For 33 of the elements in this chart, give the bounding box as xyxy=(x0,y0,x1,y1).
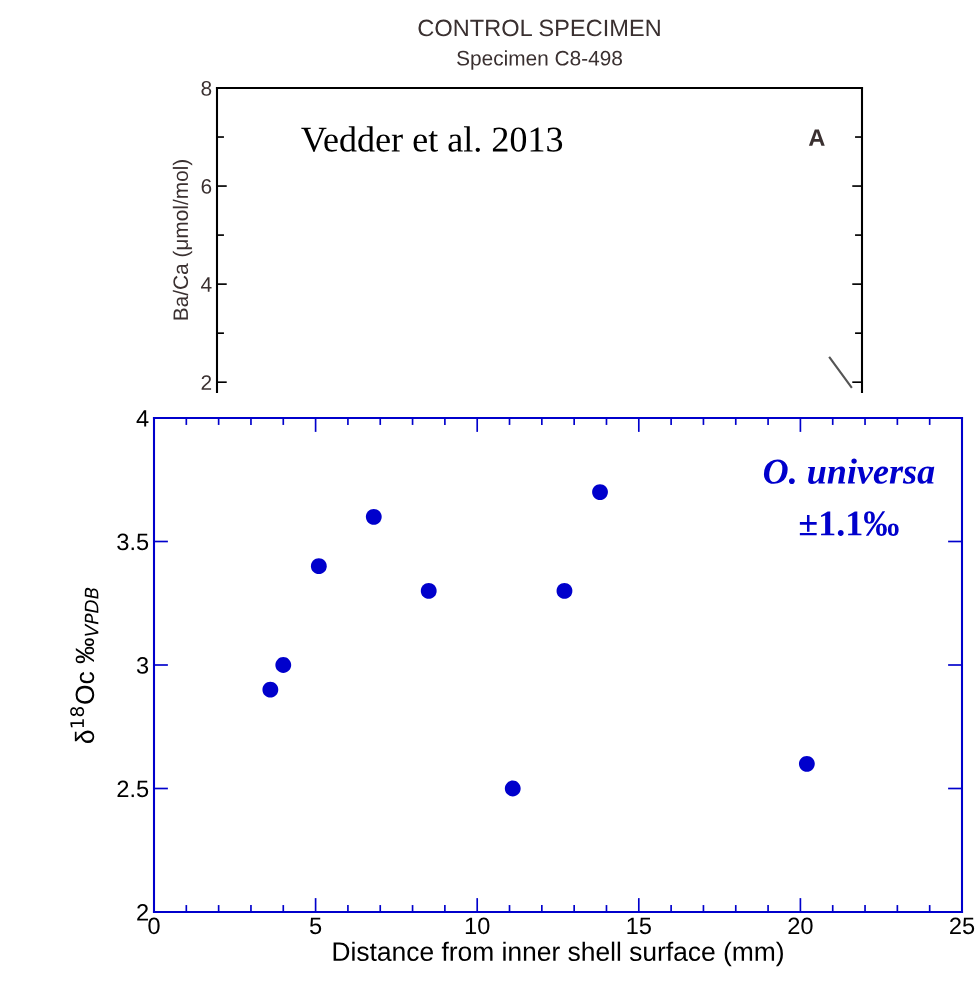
y-tick-label: 4 xyxy=(136,410,149,427)
y-tick-label: 2 xyxy=(201,375,212,390)
y-tick-label: 8 xyxy=(201,81,212,96)
annotation: ±1.1‰ xyxy=(799,511,899,536)
point xyxy=(262,681,279,698)
x-tick-label: 0 xyxy=(148,917,160,935)
y-tick-label: 2 xyxy=(137,904,148,921)
point xyxy=(592,484,608,501)
y-tick-label: 2.5 xyxy=(117,780,149,798)
annotation: Vedder et al. 2013 xyxy=(301,126,563,152)
chart-subtitle: Specimen C8-498 xyxy=(457,50,622,70)
annotation: A xyxy=(808,129,825,146)
point xyxy=(310,558,327,575)
x-tick-label: 10 xyxy=(465,917,490,935)
annotation: O. universa xyxy=(763,458,935,485)
point xyxy=(556,582,573,599)
point xyxy=(275,657,292,673)
y-axis-title: δ$^{18}$Oc ‰$_{VPDB}$ xyxy=(70,587,99,744)
y-tick-label: 6 xyxy=(201,179,212,194)
y-axis-title: Ba/Ca (μmol/mol) xyxy=(172,160,193,320)
point xyxy=(365,508,382,525)
y-tick-label: 3 xyxy=(136,657,149,674)
point xyxy=(504,780,521,797)
x-tick-label: 15 xyxy=(627,917,651,935)
x-tick-label: 5 xyxy=(309,917,322,935)
y-tick-label: 4 xyxy=(201,277,212,292)
point xyxy=(798,755,815,772)
point xyxy=(420,582,437,599)
y-tick-label: 3.5 xyxy=(117,533,149,551)
x-tick-label: 25 xyxy=(950,917,975,935)
x-tick-label: 20 xyxy=(788,917,813,935)
chart-title: CONTROL SPECIMEN xyxy=(418,19,660,37)
x-axis-title: Distance from inner shell surface (mm) xyxy=(333,941,783,967)
